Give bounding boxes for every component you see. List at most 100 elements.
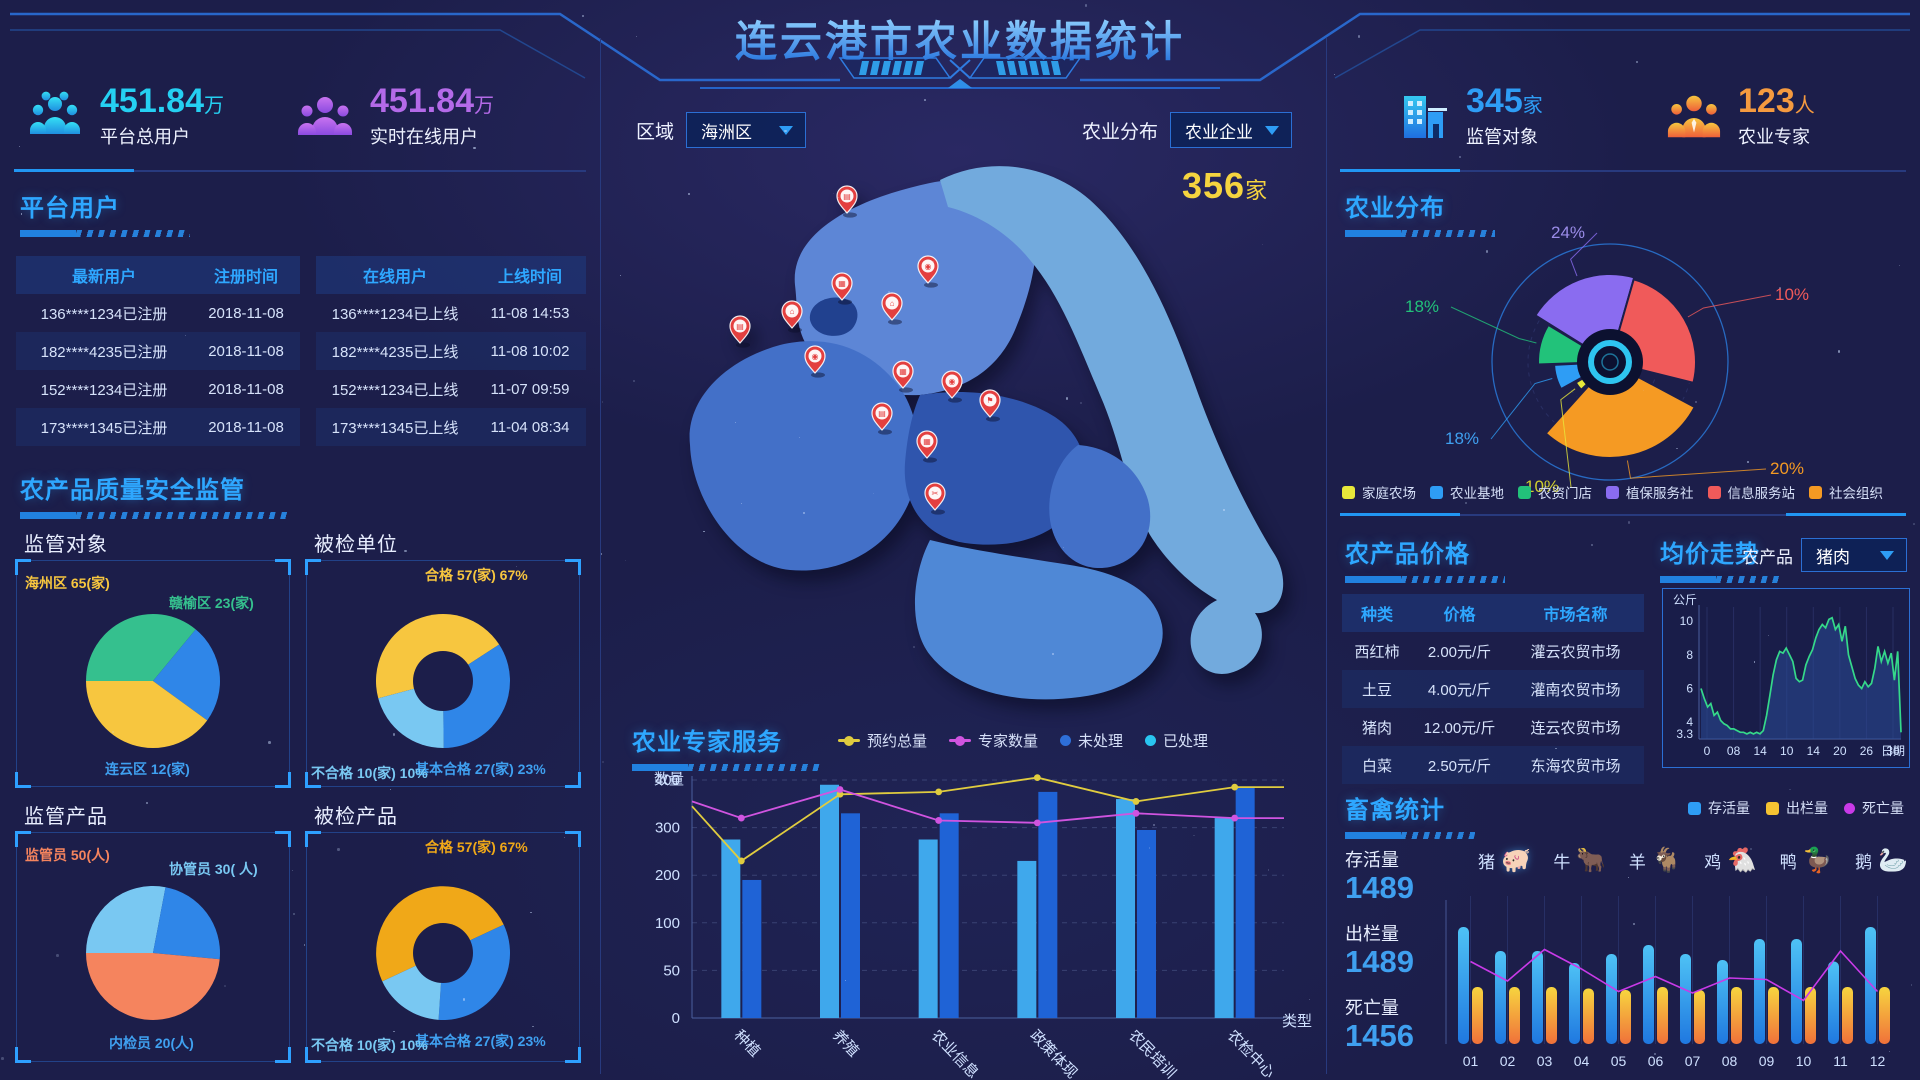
line-point[interactable] bbox=[1033, 774, 1041, 782]
line-point[interactable] bbox=[1033, 819, 1041, 827]
line-point[interactable] bbox=[935, 817, 943, 824]
pie-slice-海州区[interactable] bbox=[86, 681, 208, 748]
pie-slice-协管员[interactable] bbox=[86, 886, 166, 953]
product-select[interactable]: 猪肉 bbox=[1801, 538, 1907, 572]
bar-out[interactable] bbox=[1509, 987, 1520, 1044]
map-district[interactable] bbox=[794, 179, 1037, 396]
animal-tab-猪[interactable]: 猪 🐖 bbox=[1478, 846, 1531, 875]
map-pin[interactable]: ⌂ bbox=[881, 292, 903, 325]
bar-out[interactable] bbox=[1694, 990, 1705, 1044]
bar-out[interactable] bbox=[1472, 987, 1483, 1044]
map-pin[interactable]: ▦ bbox=[892, 360, 914, 393]
bar-out[interactable] bbox=[1620, 990, 1631, 1044]
map-district[interactable] bbox=[689, 341, 919, 571]
line-point[interactable] bbox=[1231, 783, 1239, 791]
animal-tab-鸡[interactable]: 鸡 🐔 bbox=[1704, 846, 1757, 875]
pin-glyph: ◉ bbox=[925, 262, 932, 271]
bar-processed[interactable] bbox=[1116, 799, 1135, 1018]
animal-tab-鸭[interactable]: 鸭 🦆 bbox=[1780, 846, 1833, 875]
bar-alive[interactable] bbox=[1828, 961, 1839, 1045]
bar-alive[interactable] bbox=[1717, 960, 1728, 1044]
bar-processed[interactable] bbox=[918, 839, 938, 1019]
map-district[interactable] bbox=[904, 391, 1085, 545]
map-pin[interactable]: ▤ bbox=[729, 315, 751, 348]
bar-alive[interactable] bbox=[1791, 939, 1802, 1044]
rose-slice-社会组织[interactable] bbox=[1544, 360, 1697, 459]
map-district[interactable] bbox=[1049, 445, 1151, 569]
map-district[interactable] bbox=[1190, 596, 1262, 674]
bar-processed[interactable] bbox=[1214, 818, 1234, 1018]
x-category-label: 农民培训 bbox=[1125, 1027, 1179, 1080]
animal-tab-羊[interactable]: 羊 🐐 bbox=[1629, 846, 1682, 875]
bar-alive[interactable] bbox=[1532, 951, 1543, 1044]
distribution-select[interactable]: 农业企业 bbox=[1170, 112, 1293, 148]
bar-alive[interactable] bbox=[1754, 939, 1765, 1044]
legend-item-家庭农场[interactable]: 家庭农场 bbox=[1342, 482, 1416, 502]
legend-item-信息服务站[interactable]: 信息服务站 bbox=[1707, 482, 1795, 502]
map-pin[interactable]: ⚑ bbox=[979, 389, 1001, 422]
line-point[interactable] bbox=[737, 857, 745, 865]
legend-item-农资门店[interactable]: 农资门店 bbox=[1518, 482, 1592, 502]
bar-alive[interactable] bbox=[1643, 945, 1654, 1044]
bar-out[interactable] bbox=[1657, 987, 1668, 1044]
line-point[interactable] bbox=[935, 788, 943, 796]
pie-slice-赣榆区[interactable] bbox=[86, 614, 196, 681]
region-select[interactable]: 海洲区 bbox=[686, 112, 807, 148]
map-pin[interactable]: ✂ bbox=[924, 482, 946, 515]
bar-alive[interactable] bbox=[1865, 927, 1876, 1044]
animal-tab-牛[interactable]: 牛 🐂 bbox=[1553, 846, 1606, 875]
bar-processed[interactable] bbox=[721, 839, 741, 1019]
legend-item-存活量[interactable]: 存活量 bbox=[1688, 798, 1750, 818]
legend-item-未处理[interactable]: 未处理 bbox=[1060, 730, 1123, 751]
bar-out[interactable] bbox=[1805, 987, 1816, 1044]
bar-processed[interactable] bbox=[1017, 860, 1037, 1018]
legend-item-预约总量[interactable]: 预约总量 bbox=[838, 730, 927, 751]
map-pin[interactable]: ⌂ bbox=[781, 300, 803, 333]
bar-out[interactable] bbox=[1768, 987, 1779, 1044]
line-point[interactable] bbox=[737, 814, 745, 822]
bar-unprocessed[interactable] bbox=[742, 879, 762, 1018]
bar-out[interactable] bbox=[1842, 987, 1853, 1044]
bar-out[interactable] bbox=[1731, 987, 1742, 1044]
bar-processed[interactable] bbox=[820, 784, 839, 1018]
legend-item-植保服务社[interactable]: 植保服务社 bbox=[1606, 482, 1694, 502]
line-point[interactable] bbox=[1132, 809, 1140, 817]
bar-alive[interactable] bbox=[1569, 963, 1580, 1044]
bar-alive[interactable] bbox=[1680, 954, 1691, 1044]
legend-item-出栏量[interactable]: 出栏量 bbox=[1766, 798, 1828, 818]
bar-alive[interactable] bbox=[1495, 951, 1506, 1044]
pie-chart bbox=[376, 886, 510, 1020]
bar-alive[interactable] bbox=[1458, 927, 1469, 1044]
legend-item-死亡量[interactable]: 死亡量 bbox=[1844, 798, 1904, 818]
map-pin[interactable]: ◉ bbox=[804, 345, 826, 378]
legend-item-已处理[interactable]: 已处理 bbox=[1145, 730, 1208, 751]
map-pin[interactable]: ◉ bbox=[941, 370, 963, 403]
line-point[interactable] bbox=[836, 790, 844, 798]
pie-slice-连云区[interactable] bbox=[153, 629, 220, 721]
line-point[interactable] bbox=[836, 786, 844, 793]
bar-unprocessed[interactable] bbox=[1235, 787, 1255, 1018]
bar-out[interactable] bbox=[1583, 988, 1594, 1045]
bar-out[interactable] bbox=[1546, 987, 1557, 1044]
map-pin[interactable]: ◉ bbox=[917, 255, 939, 288]
legend-item-专家数量[interactable]: 专家数量 bbox=[949, 730, 1038, 751]
map-pin[interactable]: ▦ bbox=[916, 430, 938, 463]
legend-item-社会组织[interactable]: 社会组织 bbox=[1809, 482, 1883, 502]
map-pin[interactable]: ▦ bbox=[831, 272, 853, 305]
bar-unprocessed[interactable] bbox=[841, 813, 860, 1018]
animal-tab-鹅[interactable]: 鹅 🦢 bbox=[1855, 846, 1908, 875]
bar-unprocessed[interactable] bbox=[1038, 791, 1058, 1018]
line-point[interactable] bbox=[1231, 814, 1239, 822]
line-point[interactable] bbox=[1132, 798, 1140, 805]
pie-slice-内检员[interactable] bbox=[153, 887, 220, 960]
bar-alive[interactable] bbox=[1606, 954, 1617, 1044]
map-district[interactable] bbox=[914, 540, 1163, 700]
legend-item-农业基地[interactable]: 农业基地 bbox=[1430, 482, 1504, 502]
bar-unprocessed[interactable] bbox=[1137, 829, 1156, 1018]
map-district[interactable] bbox=[940, 166, 1284, 614]
bar-out[interactable] bbox=[1879, 987, 1890, 1044]
map-pin[interactable]: ▤ bbox=[871, 402, 893, 435]
pie-slice-监管员[interactable] bbox=[86, 953, 220, 1020]
bar-unprocessed[interactable] bbox=[939, 813, 959, 1018]
map-pin[interactable]: ▤ bbox=[836, 185, 858, 218]
